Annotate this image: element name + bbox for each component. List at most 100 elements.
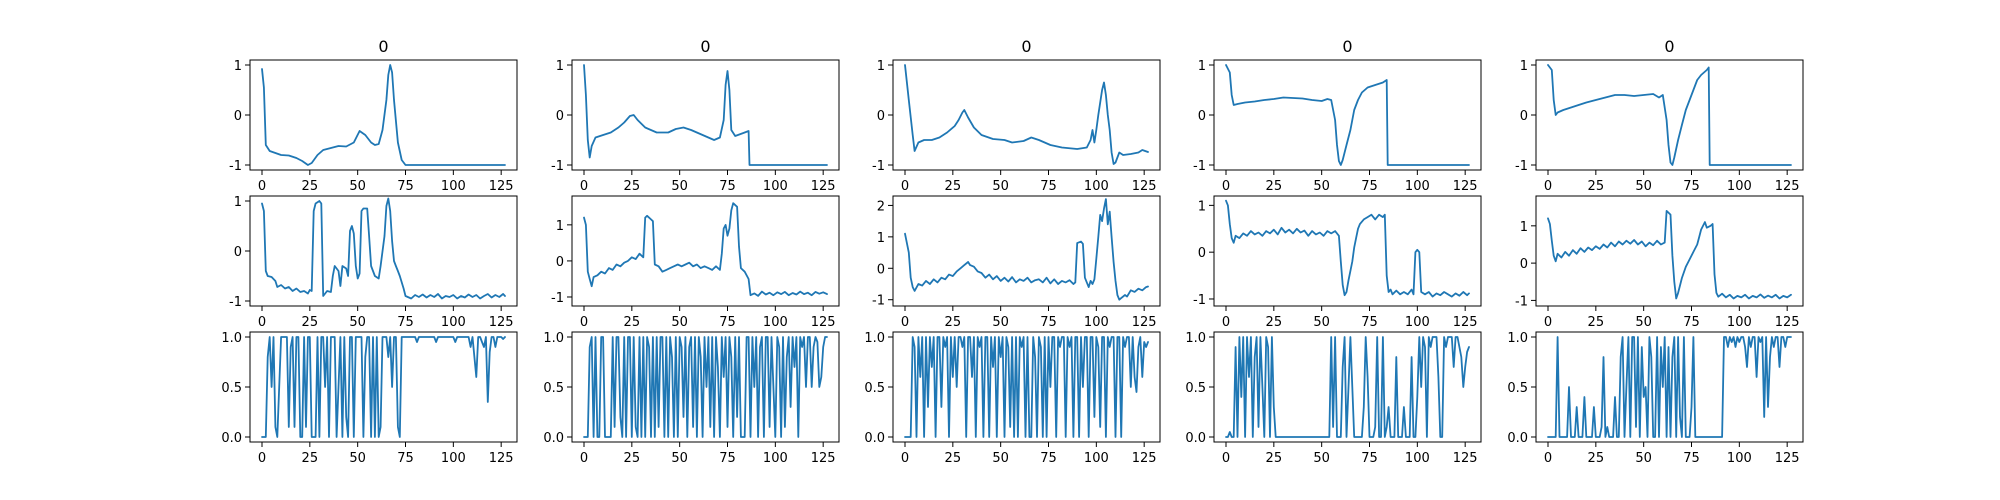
x-tick-label: 125 [489,179,514,194]
x-tick-label: 100 [441,451,466,466]
x-tick-label: 25 [1588,315,1605,330]
y-tick-label: 0.0 [543,431,564,446]
y-tick-label: 1 [1198,59,1206,74]
subplot-r1-c1: 0 25 50 75 100 125 -1 0 1 [551,195,840,330]
subplot-r2-c2: 0 25 50 75 100 125 0.0 0.5 1.0 [864,331,1161,466]
x-tick-label: 0 [1222,179,1230,194]
y-tick-label: 0 [1520,257,1528,272]
y-tick-label: 1 [1198,199,1206,214]
x-tick-label: 25 [1266,315,1283,330]
x-tick-label: 50 [1635,179,1652,194]
series-line [904,336,1149,438]
x-tick-label: 0 [901,451,909,466]
x-tick-label: 100 [1405,315,1430,330]
y-tick-label: 1.0 [1185,331,1206,346]
x-tick-label: 125 [1775,179,1800,194]
axes-frame [892,59,1161,171]
series-line [1547,64,1792,166]
axes-frame [892,195,1161,307]
y-tick-label: 1 [556,59,564,74]
x-tick-label: 100 [1405,451,1430,466]
subplot-title: 0 [700,37,710,56]
y-tick-label: 1.0 [1507,331,1528,346]
x-tick-label: 50 [1313,451,1330,466]
x-tick-label: 100 [1084,179,1109,194]
subplot-r1-c0: 0 25 50 75 100 125 -1 0 1 [229,195,518,330]
y-tick-label: 0.0 [221,431,242,446]
x-tick-label: 125 [1132,451,1157,466]
x-tick-label: 75 [1040,179,1057,194]
x-tick-label: 75 [1361,451,1378,466]
axes-frame [1213,59,1482,171]
x-tick-label: 50 [671,451,688,466]
x-tick-label: 0 [580,315,588,330]
y-tick-label: -1 [229,159,242,174]
x-tick-label: 0 [1222,315,1230,330]
x-tick-label: 75 [719,315,736,330]
series-line [261,197,506,300]
y-tick-label: 0.0 [864,431,885,446]
series-line [583,64,828,166]
x-tick-label: 50 [671,179,688,194]
x-tick-label: 100 [1405,179,1430,194]
subplot-r0-c2: 0 25 50 75 100 125 -1 0 1 0 [872,37,1161,194]
y-tick-label: 0.0 [1507,431,1528,446]
y-tick-label: 0.5 [221,381,242,396]
x-tick-label: 75 [1683,315,1700,330]
x-tick-label: 0 [258,179,266,194]
series-line [1225,64,1470,166]
subplot-r1-c2: 0 25 50 75 100 125 -1 0 1 2 [872,195,1161,330]
y-tick-label: 1.0 [221,331,242,346]
x-tick-label: 0 [1544,451,1552,466]
x-tick-label: 125 [1453,451,1478,466]
x-tick-label: 75 [1683,179,1700,194]
y-tick-label: 1.0 [864,331,885,346]
subplot-r2-c1: 0 25 50 75 100 125 0.0 0.5 1.0 [543,331,840,466]
x-tick-label: 100 [763,179,788,194]
x-tick-label: 100 [1727,179,1752,194]
x-tick-label: 0 [258,451,266,466]
x-tick-label: 100 [1084,315,1109,330]
subplot-title: 0 [1342,37,1352,56]
x-tick-label: 0 [1544,179,1552,194]
y-tick-label: 0 [877,109,885,124]
series-line [1225,336,1470,438]
x-tick-label: 25 [624,315,641,330]
y-tick-label: 1 [877,59,885,74]
y-tick-label: 0 [1198,109,1206,124]
x-tick-label: 50 [992,179,1009,194]
x-tick-label: 75 [1040,451,1057,466]
y-tick-label: 1 [234,59,242,74]
series-line [904,64,1149,165]
x-tick-label: 25 [624,451,641,466]
y-tick-label: -1 [1193,293,1206,308]
x-tick-label: 125 [489,451,514,466]
x-tick-label: 125 [1132,315,1157,330]
y-tick-label: 0.0 [1185,431,1206,446]
x-tick-label: 125 [1453,179,1478,194]
series-line [1225,199,1470,298]
series-line [583,336,828,438]
series-line [261,64,506,166]
x-tick-label: 25 [302,179,319,194]
x-tick-label: 0 [1544,315,1552,330]
x-tick-label: 125 [1775,451,1800,466]
x-tick-label: 100 [441,315,466,330]
y-tick-label: 0 [556,255,564,270]
subplot-r0-c4: 0 25 50 75 100 125 -1 0 1 0 [1515,37,1804,194]
x-tick-label: 50 [992,451,1009,466]
subplot-r0-c3: 0 25 50 75 100 125 -1 0 1 0 [1193,37,1482,194]
series-line [261,336,506,438]
x-tick-label: 75 [1683,451,1700,466]
x-tick-label: 25 [1266,451,1283,466]
x-tick-label: 0 [258,315,266,330]
axes-frame [571,59,840,171]
subplot-r0-c1: 0 25 50 75 100 125 -1 0 1 0 [551,37,840,194]
y-tick-label: -1 [872,159,885,174]
x-tick-label: 25 [1266,179,1283,194]
x-tick-label: 50 [1635,315,1652,330]
y-tick-label: 0 [1520,109,1528,124]
axes-frame [249,195,518,307]
y-tick-label: 0.5 [864,381,885,396]
y-tick-label: -1 [1193,159,1206,174]
